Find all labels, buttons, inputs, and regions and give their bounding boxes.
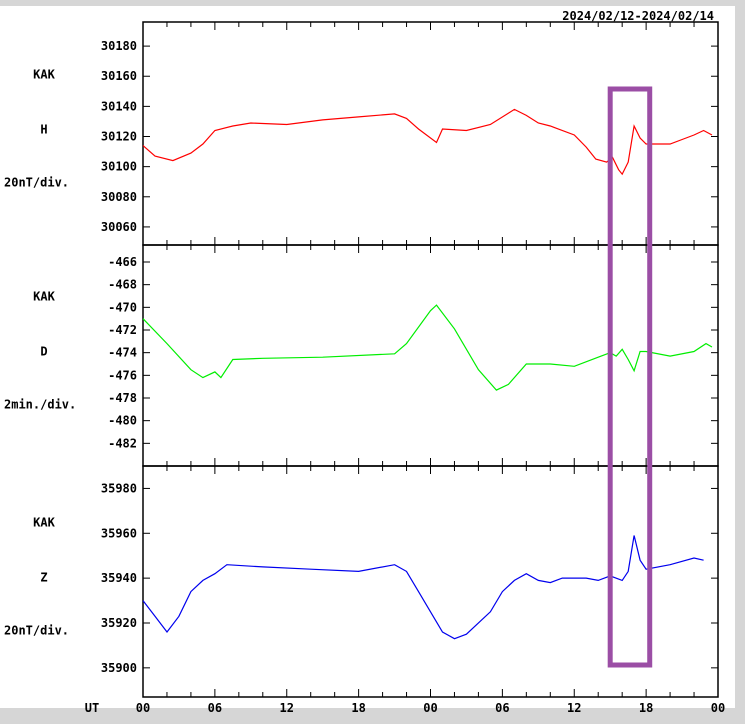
component-label: D	[40, 345, 47, 359]
x-tick-label: 00	[136, 701, 150, 715]
series-line-D	[142, 304, 713, 391]
y-tick-label: -480	[108, 414, 137, 428]
y-tick-label: -474	[108, 346, 137, 360]
panel-frame-H	[142, 21, 719, 246]
highlight-box	[607, 86, 653, 668]
y-tick-label: 30160	[101, 69, 137, 83]
x-axis-label: UT	[85, 701, 99, 715]
y-tick-label: -476	[108, 368, 137, 382]
y-tick-label: 30180	[101, 39, 137, 53]
y-tick-label: 30120	[101, 130, 137, 144]
x-tick-label: 00	[711, 701, 725, 715]
y-tick-label: 35900	[101, 661, 137, 675]
scale-label: 20nT/div.	[4, 624, 69, 638]
chart-sheet: 2024/02/12-2024/02/14 30060 30080 30100 3012…	[0, 6, 735, 715]
y-tick-label: 35940	[101, 571, 137, 585]
y-tick-label: 35920	[101, 616, 137, 630]
y-tick-label: 30080	[101, 190, 137, 204]
x-tick-label: 18	[351, 701, 365, 715]
y-tick-label: 35980	[101, 481, 137, 495]
y-tick-label: -470	[108, 300, 137, 314]
magnetogram-chart: 2024/02/12-2024/02/14 30060 30080 30100 3012…	[4, 9, 725, 715]
x-tick-label: 00	[423, 701, 437, 715]
station-label: KAK	[33, 68, 55, 82]
y-tick-label: -472	[108, 323, 137, 337]
y-tick-label: 30140	[101, 99, 137, 113]
station-label: KAK	[33, 290, 55, 304]
y-tick-label: -482	[108, 436, 137, 450]
x-tick-label: 12	[280, 701, 294, 715]
scale-label: 20nT/div.	[4, 176, 69, 190]
series-line-Z	[142, 535, 704, 640]
x-tick-label: 06	[495, 701, 509, 715]
y-tick-label: -466	[108, 255, 137, 269]
x-tick-label: 12	[567, 701, 581, 715]
y-tick-label: -468	[108, 278, 137, 292]
component-label: H	[40, 123, 47, 137]
y-tick-label: -478	[108, 391, 137, 405]
y-tick-label: 30060	[101, 220, 137, 234]
x-tick-label: 18	[639, 701, 653, 715]
date-range-title: 2024/02/12-2024/02/14	[562, 9, 714, 23]
station-label: KAK	[33, 516, 55, 530]
y-tick-label: 30100	[101, 160, 137, 174]
panel-frame-Z	[142, 465, 719, 698]
panel-frame-D	[142, 244, 719, 467]
x-tick-label: 06	[208, 701, 222, 715]
series-line-H	[142, 108, 713, 176]
scale-label: 2min./div.	[4, 398, 76, 412]
y-tick-label: 35960	[101, 526, 137, 540]
component-label: Z	[40, 571, 47, 585]
